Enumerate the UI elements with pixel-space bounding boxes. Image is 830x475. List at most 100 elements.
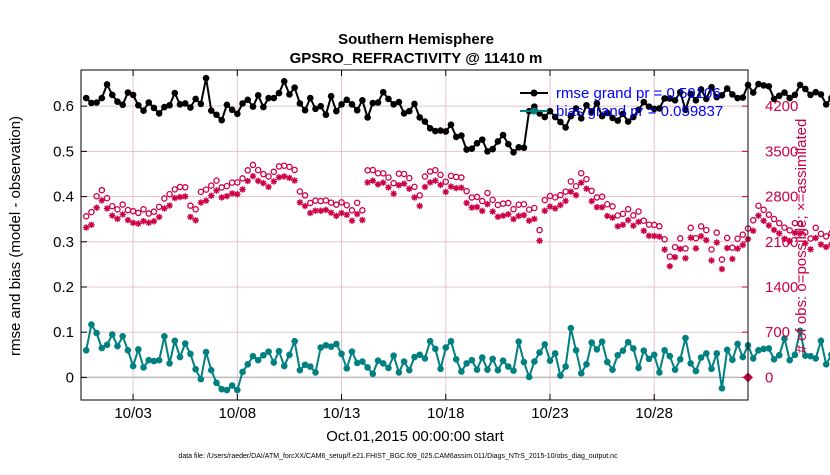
obs-assimilated-point [223, 192, 231, 200]
obs-assimilated-point [380, 179, 387, 186]
obs-possible-point [557, 191, 564, 199]
obs-possible-point [551, 194, 559, 201]
obs-assimilated-point [812, 234, 819, 242]
obs-assimilated-point [697, 232, 705, 240]
obs-assimilated-point [114, 215, 121, 223]
rmse-point [280, 78, 288, 85]
bias-point [129, 362, 137, 370]
obs-assimilated-point [468, 204, 476, 211]
obs-possible-point [531, 204, 538, 212]
obs-possible-point [379, 170, 387, 177]
obs-possible-point [499, 200, 507, 207]
x-tick-label: 10/03 [114, 405, 152, 422]
rmse-point [119, 101, 126, 109]
obs-possible-point [322, 197, 330, 204]
obs-assimilated-point [703, 236, 710, 244]
rmse-point [786, 94, 793, 102]
obs-possible-point [93, 192, 100, 200]
bias-point [145, 356, 153, 364]
bias-point [379, 360, 387, 367]
rmse-point [588, 108, 595, 115]
obs-possible-point [150, 208, 158, 215]
obs-assimilated-point [807, 246, 814, 253]
rmse-point [426, 125, 434, 132]
rmse-point [447, 121, 455, 128]
rmse-point [249, 103, 257, 110]
obs-assimilated-point [635, 218, 642, 226]
obs-assimilated-point [510, 215, 517, 223]
bias-point [353, 359, 361, 367]
rmse-point [207, 107, 215, 114]
bias-point [661, 346, 668, 354]
obs-possible-point [463, 187, 470, 195]
obs-possible-point [140, 206, 147, 213]
obs-assimilated-point [531, 215, 538, 223]
obs-possible-point [181, 184, 189, 191]
rmse-point [551, 113, 559, 121]
obs-assimilated-point [109, 212, 116, 219]
rmse-point [817, 91, 825, 98]
obs-assimilated-point [129, 219, 137, 226]
y2-axis-label: # of obs: o=possible; ×=assimilated [793, 119, 810, 354]
obs-assimilated-point [718, 265, 726, 273]
obs-possible-point [426, 168, 434, 175]
obs-possible-point [478, 197, 486, 205]
rmse-point [390, 101, 397, 108]
bias-point [359, 358, 366, 365]
obs-assimilated-point [458, 184, 465, 191]
obs-assimilated-point [176, 193, 184, 201]
obs-possible-point [176, 183, 184, 191]
obs-assimilated-point [187, 213, 194, 221]
obs-assimilated-point [364, 179, 371, 186]
obs-assimilated-point [499, 212, 507, 219]
rmse-point [708, 83, 715, 91]
rmse-point [239, 100, 246, 107]
bias-point [630, 345, 637, 352]
rmse-point [478, 136, 486, 143]
obs-possible-point [598, 193, 606, 200]
obs-assimilated-point [421, 183, 429, 191]
obs-possible-point [661, 236, 668, 243]
rmse-point [108, 91, 116, 99]
legend-rmse-marker [530, 89, 538, 97]
bias-series [82, 321, 830, 394]
obs-possible-point [385, 174, 392, 181]
rmse-point [150, 104, 158, 112]
obs-assimilated-point [343, 211, 350, 219]
obs-possible-point [406, 174, 413, 182]
obs-assimilated-point [411, 194, 418, 201]
obs-possible-point [770, 215, 778, 223]
bias-point [171, 337, 179, 345]
obs-possible-point [374, 170, 382, 177]
rmse-point [312, 105, 319, 113]
rmse-point [161, 103, 168, 111]
obs-possible-point [364, 167, 371, 174]
obs-assimilated-point [770, 226, 778, 234]
bias-point [676, 356, 684, 363]
rmse-point [729, 91, 736, 98]
obs-assimilated-point [369, 177, 377, 184]
bias-point [770, 356, 778, 363]
rmse-point [609, 114, 616, 122]
rmse-point [353, 106, 361, 114]
bias-point [640, 347, 648, 355]
bias-point [729, 356, 736, 364]
bias-point [781, 335, 788, 342]
obs-possible-point [572, 182, 580, 190]
rmse-point [374, 99, 382, 106]
bias-point [703, 350, 710, 357]
bias-point [286, 351, 293, 359]
bias-point [635, 364, 642, 372]
obs-assimilated-point [275, 174, 283, 181]
obs-possible-point [369, 166, 377, 174]
rmse-point [202, 74, 210, 82]
rmse-point [770, 95, 778, 103]
obs-possible-point [619, 210, 627, 218]
obs-assimilated-point [312, 207, 319, 214]
obs-possible-point [692, 234, 700, 242]
bias-point [452, 356, 460, 363]
bias-point [124, 346, 132, 354]
bias-point [437, 365, 444, 373]
obs-possible-point [187, 202, 194, 209]
rmse-point [562, 124, 569, 131]
